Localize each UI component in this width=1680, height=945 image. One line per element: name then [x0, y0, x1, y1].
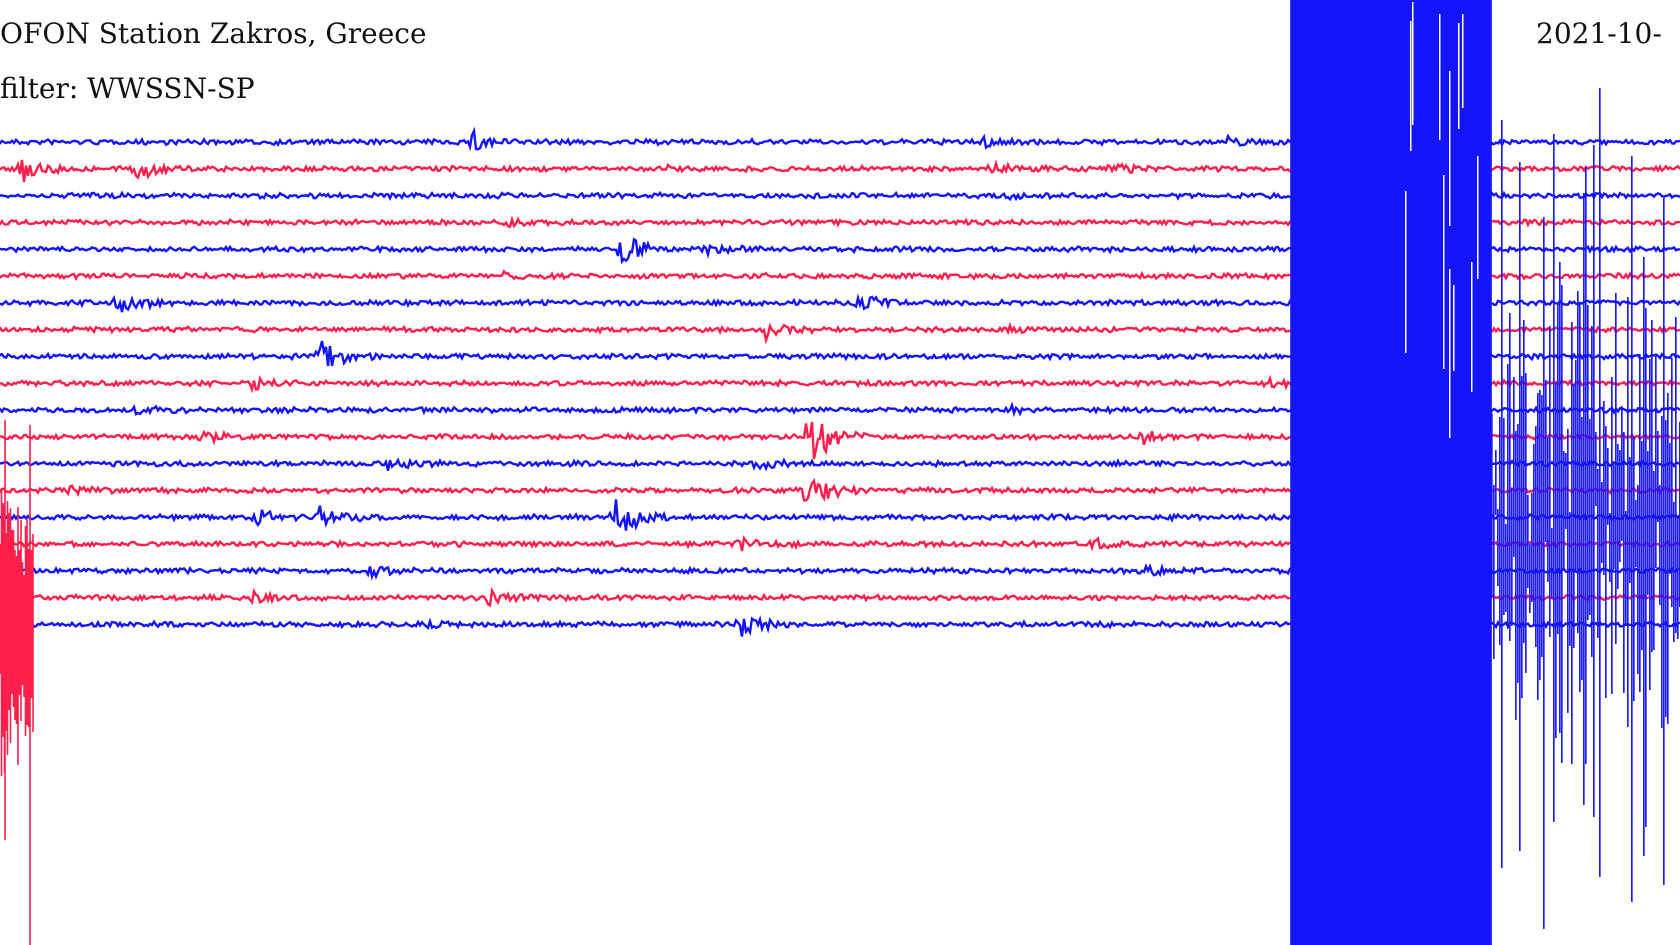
trace-line — [0, 126, 1680, 152]
trace-line — [0, 321, 1680, 345]
trace-line — [0, 190, 1680, 202]
trace-line — [0, 269, 1680, 282]
date-label: 2021-10- — [1536, 17, 1662, 50]
block-gap — [1449, 269, 1451, 438]
coda-spikes — [1491, 88, 1680, 929]
block-gap — [1471, 262, 1473, 392]
trace-line — [0, 237, 1680, 265]
block-gap — [1443, 176, 1445, 369]
station-title: OFON Station Zakros, Greece — [0, 17, 427, 50]
trace-line — [0, 159, 1680, 183]
block-gap — [1439, 14, 1441, 140]
block-gap — [1412, 2, 1414, 125]
block-gap — [1477, 156, 1479, 279]
block-gap — [1449, 103, 1451, 226]
block-gap — [1405, 191, 1407, 353]
trace-line — [0, 215, 1680, 229]
filter-label: filter: WWSSN-SP — [0, 72, 255, 105]
left-red-spikes — [0, 420, 34, 945]
block-gap — [1458, 23, 1460, 129]
block-gap — [1453, 285, 1455, 371]
trace-line — [0, 340, 1680, 367]
saturated-event-block — [1290, 0, 1492, 945]
block-gap — [1462, 14, 1464, 108]
block-gap — [1410, 21, 1412, 151]
